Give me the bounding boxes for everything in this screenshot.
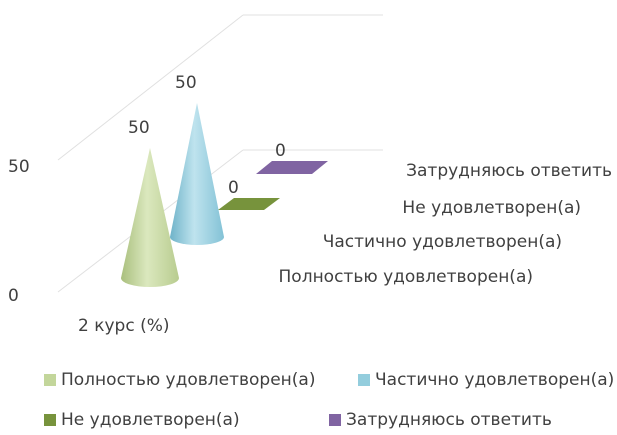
bar-flat-4 [256,161,328,174]
depth-axis-label: Частично удовлетворен(а) [323,232,562,252]
depth-axis: Полностью удовлетворен(а) Частично удовле… [279,161,612,287]
legend-label: Не удовлетворен(а) [61,410,240,430]
data-label: 50 [128,118,150,138]
data-label: 0 [228,178,239,198]
data-label: 50 [175,73,197,93]
legend-label: Частично удовлетворен(а) [375,370,615,390]
legend-item: Затрудняюсь ответить [329,410,552,430]
bars [121,103,328,287]
legend-item: Не удовлетворен(а) [44,410,240,430]
depth-axis-label: Не удовлетворен(а) [402,198,581,218]
depth-axis-label: Полностью удовлетворен(а) [279,267,533,287]
category-label: 2 курс (%) [78,316,170,336]
y-tick-label: 0 [8,286,19,306]
bar-flat-3 [218,198,280,210]
legend-label: Затрудняюсь ответить [346,410,552,430]
legend-swatch [44,414,56,426]
data-labels: 50 50 0 0 [128,73,286,198]
legend-swatch [329,414,341,426]
bar-cone-1 [121,148,179,287]
y-axis: 0 50 [8,157,30,306]
bar-cone-2 [170,103,224,245]
legend-label: Полностью удовлетворен(а) [61,370,316,390]
legend-item: Полностью удовлетворен(а) [44,370,315,390]
y-tick-label: 50 [8,157,30,177]
gridline-top-side [57,14,244,161]
legend-swatch [358,374,370,386]
data-label: 0 [275,141,286,161]
legend-swatch [44,374,56,386]
legend-item: Частично удовлетворен(а) [358,370,614,390]
depth-axis-label: Затрудняюсь ответить [406,161,612,181]
legend: Полностью удовлетворен(а) Частично удовле… [0,360,617,435]
